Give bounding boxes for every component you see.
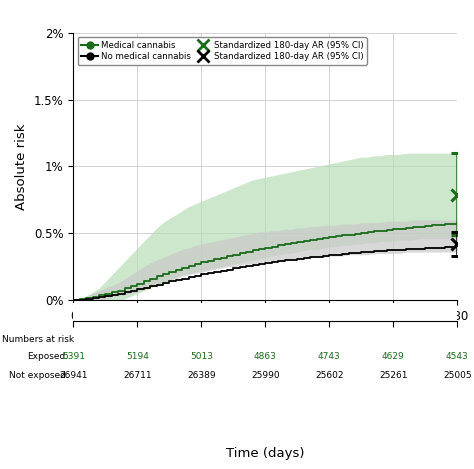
Text: 4543: 4543 — [446, 352, 469, 361]
Text: Not exposed:: Not exposed: — [9, 371, 69, 380]
Text: Exposed:: Exposed: — [27, 352, 69, 361]
Text: 4629: 4629 — [382, 352, 405, 361]
Text: 4743: 4743 — [318, 352, 341, 361]
Text: 26711: 26711 — [123, 371, 152, 380]
Text: 26389: 26389 — [187, 371, 216, 380]
Text: 5391: 5391 — [62, 352, 85, 361]
Text: 25261: 25261 — [379, 371, 408, 380]
Text: 4863: 4863 — [254, 352, 277, 361]
Legend: Medical cannabis, No medical cannabis, Standardized 180-day AR (95% CI), Standar: Medical cannabis, No medical cannabis, S… — [78, 37, 367, 65]
Text: 26941: 26941 — [59, 371, 88, 380]
Text: 25990: 25990 — [251, 371, 280, 380]
Text: Numbers at risk: Numbers at risk — [2, 335, 74, 344]
Text: 5194: 5194 — [126, 352, 149, 361]
Text: 5013: 5013 — [190, 352, 213, 361]
Text: Time (days): Time (days) — [226, 446, 305, 460]
Text: 25602: 25602 — [315, 371, 344, 380]
Text: 25005: 25005 — [443, 371, 472, 380]
Y-axis label: Absolute risk: Absolute risk — [16, 123, 28, 210]
